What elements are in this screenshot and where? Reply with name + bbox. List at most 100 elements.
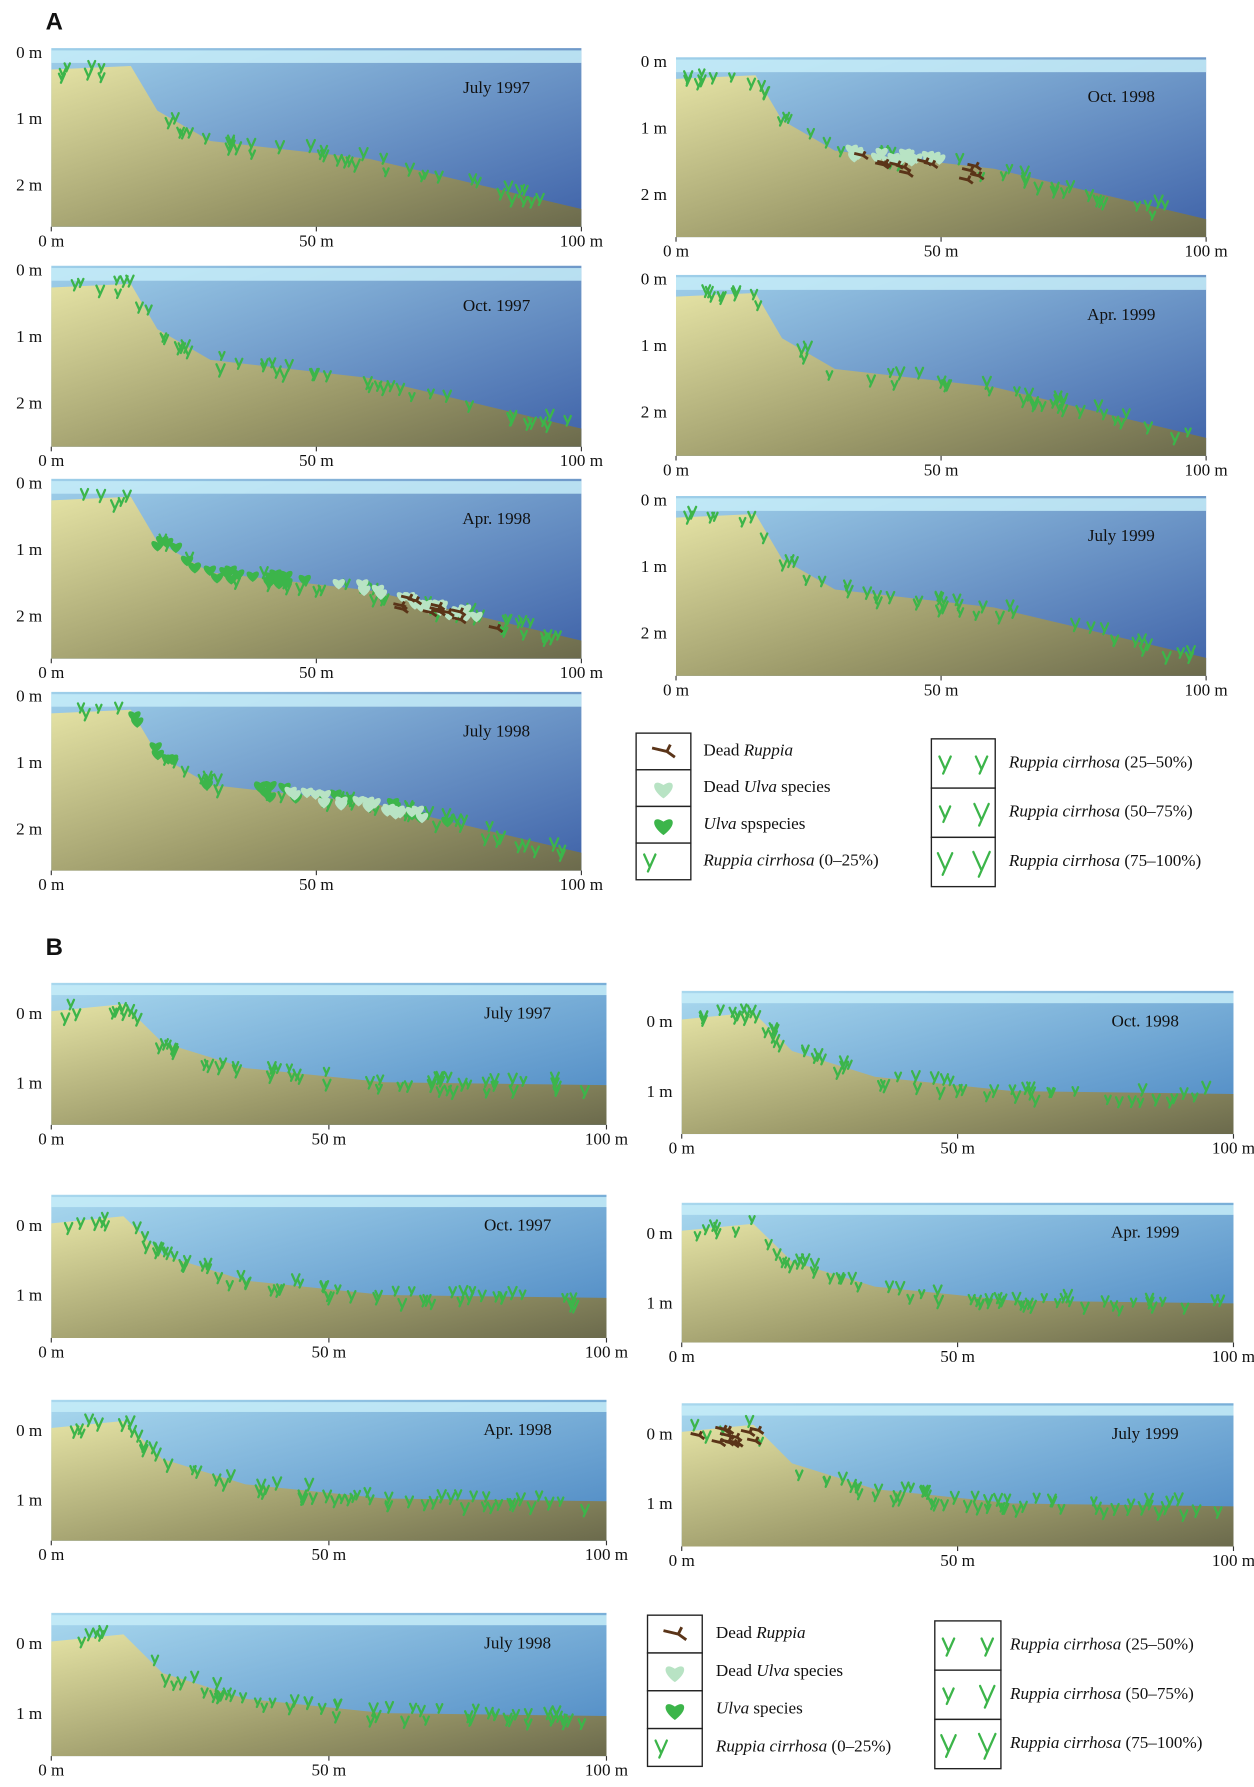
dead-ruppia (719, 1430, 735, 1441)
ruppia-plant (200, 1060, 209, 1072)
ruppia-plant (1184, 651, 1195, 665)
legend-label: Ruppia cirrhosa (0–25%) (715, 1736, 891, 1755)
depth-tick-label: 0 m (16, 473, 43, 492)
ruppia-plant (421, 169, 430, 180)
ruppia-plant (490, 1708, 500, 1722)
ruppia-plant (1008, 1084, 1017, 1096)
ruppia-plant (654, 1739, 668, 1759)
ruppia-plant (999, 1503, 1008, 1515)
ruppia-plant (952, 1083, 963, 1099)
distance-tick-label: 50 m (940, 1551, 975, 1570)
distance-tick-label: 0 m (669, 1138, 696, 1157)
ruppia-plant (365, 382, 374, 394)
ruppia-plant (93, 1417, 104, 1432)
depth-tick-label: 1 m (641, 557, 668, 576)
legend-label-part: (25–50%) (1121, 1634, 1194, 1653)
ruppia-plant (526, 1501, 537, 1516)
ruppia-plant (212, 1676, 223, 1691)
ruppia-plant (77, 1636, 87, 1649)
ruppia-plant (731, 1226, 741, 1238)
legend-box (930, 738, 996, 789)
ruppia-plant (1170, 431, 1180, 446)
ruppia-plant (271, 1476, 283, 1491)
ruppia-plant (213, 1692, 223, 1705)
water-surface (51, 50, 582, 63)
ruppia-plant (527, 416, 538, 430)
distance-tick-label: 50 m (924, 242, 959, 261)
ulva-blob (288, 790, 301, 801)
ruppia-plant (408, 392, 416, 403)
ruppia-plant (489, 1073, 500, 1088)
ruppia-plant (504, 613, 513, 626)
seabed (51, 1216, 607, 1338)
ruppia-plant (806, 127, 816, 140)
distance-tick-label: 100 m (585, 1129, 629, 1148)
distance-tick-label: 100 m (585, 1545, 629, 1564)
depth-tick-label: 1 m (646, 1294, 673, 1313)
ruppia-plant (273, 1063, 282, 1075)
ruppia-plant (176, 1676, 187, 1691)
ruppia-plant (885, 590, 896, 605)
legend-label-part: (50–75%) (1120, 802, 1193, 821)
ruppia-plant (939, 1073, 950, 1086)
ruppia-plant (170, 1680, 179, 1692)
ruppia-plant (1038, 401, 1047, 413)
distance-tick-label: 0 m (663, 460, 690, 479)
distance-tick-label: 50 m (312, 1129, 347, 1148)
ruppia-plant (436, 1489, 447, 1504)
ruppia-plant (967, 1293, 976, 1306)
ruppia-plant (523, 1718, 533, 1731)
ruppia-plant (459, 1502, 470, 1517)
legend-label-part: Dead (703, 777, 743, 796)
ruppia-plant (133, 1429, 144, 1443)
legend-label-part: (25–50%) (1120, 752, 1193, 771)
legend-item: Ruppia cirrhosa (25–50%) (934, 1620, 1194, 1671)
ruppia-plant (374, 1083, 383, 1095)
distance-tick-label: 50 m (312, 1545, 347, 1564)
legend-box (646, 1727, 703, 1768)
dead-ruppia (746, 1436, 762, 1446)
ruppia-plant (943, 379, 953, 392)
ruppia-plant (906, 1293, 915, 1305)
dead-ruppia (711, 1437, 727, 1448)
ruppia-plant (76, 277, 85, 289)
ruppia-plant (366, 1715, 376, 1728)
ruppia-plant (508, 1498, 520, 1513)
depth-tick-label: 1 m (16, 1074, 43, 1093)
depth-tick-label: 0 m (16, 1634, 43, 1653)
dead-ruppia (969, 171, 985, 181)
ruppia-plant (503, 180, 514, 195)
ruppia-plant (213, 784, 224, 799)
distance-tick-label: 0 m (38, 1761, 65, 1780)
seabed (51, 1004, 607, 1125)
ruppia-plant (506, 411, 518, 427)
ruppia-plant (285, 1063, 294, 1074)
ruppia-plant (442, 389, 453, 404)
legend-label-part: Ruppia cirrhosa (1009, 1684, 1121, 1703)
ruppia-plant (178, 1258, 188, 1272)
ruppia-plant (288, 1071, 296, 1082)
ruppia-plant (338, 1493, 346, 1505)
ulva-blob (332, 578, 345, 590)
ruppia-plant (817, 575, 827, 588)
dead-ruppia (958, 175, 974, 185)
ruppia-plant (340, 154, 351, 169)
ruppia-plant (382, 167, 390, 178)
ruppia-plant (144, 304, 153, 316)
ruppia-plant (1136, 1097, 1145, 1109)
ruppia-plant (378, 381, 389, 397)
legend-label: Ruppia cirrhosa (50–75%) (1009, 1684, 1194, 1703)
legend-label: Ruppia cirrhosa (75–100%) (1008, 851, 1201, 870)
ruppia-plant (994, 610, 1005, 625)
ruppia-plant (687, 505, 698, 520)
ruppia-plant (98, 1624, 109, 1640)
ruppia-plant (1111, 415, 1120, 426)
ruppia-plant (535, 192, 545, 207)
ruppia-plant (1213, 1506, 1223, 1519)
ruppia-plant (1099, 408, 1109, 421)
ruppia-plant (782, 1257, 791, 1269)
distance-tick-label: 0 m (38, 663, 65, 682)
ruppia-plant (1046, 1086, 1055, 1099)
depth-tick-label: 0 m (641, 52, 668, 71)
